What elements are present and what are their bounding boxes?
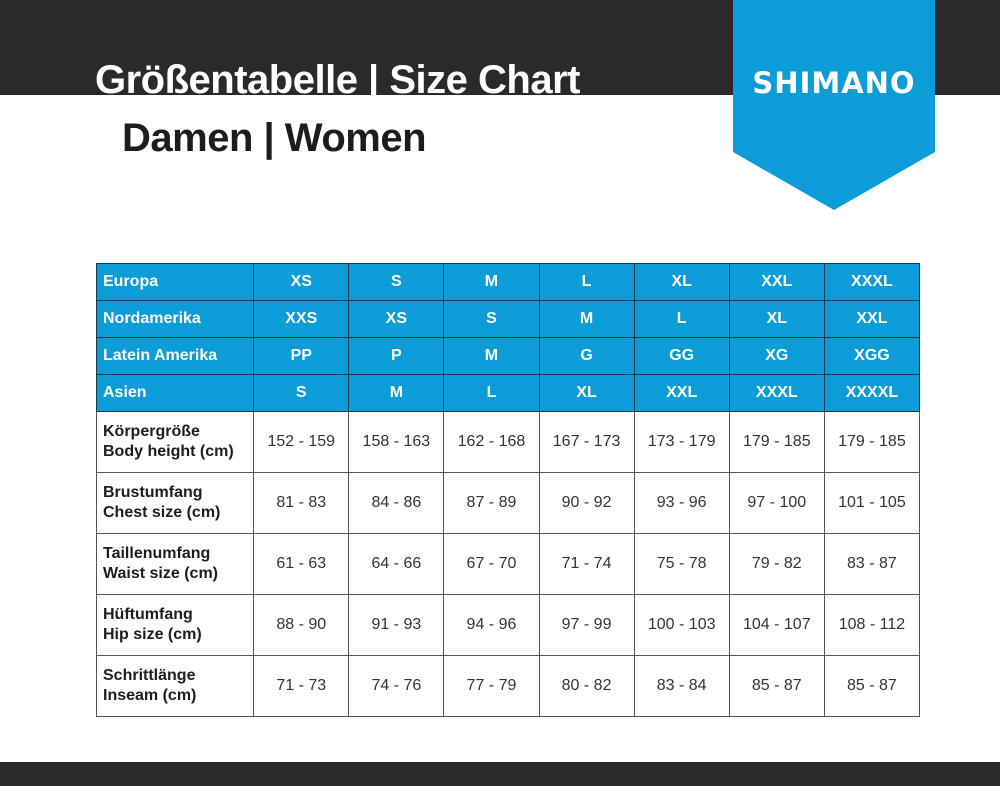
size-row: Asien S M L XL XXL XXXL XXXXL bbox=[95, 374, 921, 412]
measurement-label: Körpergröße Body height (cm) bbox=[95, 411, 255, 473]
measurement-row: Taillenumfang Waist size (cm) 61 - 63 64 - … bbox=[95, 533, 921, 595]
measurement-cell: 79 - 82 bbox=[728, 533, 825, 595]
measurement-label: Taillenumfang Waist size (cm) bbox=[95, 533, 255, 595]
label-en: Inseam (cm) bbox=[103, 687, 197, 704]
size-cell: GG bbox=[633, 337, 730, 375]
size-cell: S bbox=[443, 300, 540, 338]
size-cell: PP bbox=[253, 337, 350, 375]
measurement-cell: 84 - 86 bbox=[348, 472, 445, 534]
measurement-cell: 67 - 70 bbox=[443, 533, 540, 595]
measurement-cell: 71 - 73 bbox=[253, 655, 350, 717]
measurement-cell: 74 - 76 bbox=[348, 655, 445, 717]
measurement-cell: 104 - 107 bbox=[728, 594, 825, 656]
size-cell: XG bbox=[728, 337, 825, 375]
measurement-cell: 64 - 66 bbox=[348, 533, 445, 595]
label-en: Body height (cm) bbox=[103, 443, 234, 460]
label-en: Waist size (cm) bbox=[103, 565, 218, 582]
size-cell: M bbox=[348, 374, 445, 412]
size-row: Europa XS S M L XL XXL XXXL bbox=[95, 263, 921, 301]
size-cell: XXL bbox=[823, 300, 921, 338]
measurement-cell: 97 - 100 bbox=[728, 472, 825, 534]
region-label: Latein Amerika bbox=[95, 337, 255, 375]
measurement-cell: 173 - 179 bbox=[633, 411, 730, 473]
page-title: Größentabelle | Size Chart bbox=[95, 58, 580, 95]
measurement-cell: 88 - 90 bbox=[253, 594, 350, 656]
measurement-label: Brustumfang Chest size (cm) bbox=[95, 472, 255, 534]
measurement-cell: 179 - 185 bbox=[823, 411, 921, 473]
measurement-cell: 85 - 87 bbox=[823, 655, 921, 717]
size-cell: M bbox=[443, 263, 540, 301]
size-cell: XL bbox=[633, 263, 730, 301]
measurement-cell: 83 - 84 bbox=[633, 655, 730, 717]
region-label: Nordamerika bbox=[95, 300, 255, 338]
region-label: Asien bbox=[95, 374, 255, 412]
size-cell: XS bbox=[253, 263, 350, 301]
brand-ribbon: SHIMANO bbox=[733, 0, 935, 210]
size-cell: XXXL bbox=[728, 374, 825, 412]
shimano-logo: SHIMANO bbox=[752, 66, 916, 100]
measurement-cell: 93 - 96 bbox=[633, 472, 730, 534]
measurement-cell: 97 - 99 bbox=[538, 594, 635, 656]
size-cell: XGG bbox=[823, 337, 921, 375]
measurement-cell: 75 - 78 bbox=[633, 533, 730, 595]
measurement-cell: 83 - 87 bbox=[823, 533, 921, 595]
measurement-cell: 61 - 63 bbox=[253, 533, 350, 595]
measurement-cell: 167 - 173 bbox=[538, 411, 635, 473]
measurement-label: Hüftumfang Hip size (cm) bbox=[95, 594, 255, 656]
measurement-cell: 71 - 74 bbox=[538, 533, 635, 595]
size-cell: M bbox=[538, 300, 635, 338]
size-cell: XL bbox=[538, 374, 635, 412]
label-en: Chest size (cm) bbox=[103, 504, 221, 521]
page-subtitle: Damen | Women bbox=[122, 116, 427, 160]
size-row: Nordamerika XXS XS S M L XL XXL bbox=[95, 300, 921, 338]
size-cell: G bbox=[538, 337, 635, 375]
label-de: Körpergröße bbox=[103, 423, 200, 440]
measurement-row: Brustumfang Chest size (cm) 81 - 83 84 - 86… bbox=[95, 472, 921, 534]
measurement-cell: 152 - 159 bbox=[253, 411, 350, 473]
measurement-row: Schrittlänge Inseam (cm) 71 - 73 74 - 76 77 … bbox=[95, 655, 921, 717]
measurement-row: Hüftumfang Hip size (cm) 88 - 90 91 - 93 94 … bbox=[95, 594, 921, 656]
size-cell: XS bbox=[348, 300, 445, 338]
size-cell: S bbox=[253, 374, 350, 412]
size-cell: XXXXL bbox=[823, 374, 921, 412]
measurement-cell: 94 - 96 bbox=[443, 594, 540, 656]
measurement-cell: 162 - 168 bbox=[443, 411, 540, 473]
size-cell: XXXL bbox=[823, 263, 921, 301]
size-cell: P bbox=[348, 337, 445, 375]
measurement-cell: 85 - 87 bbox=[728, 655, 825, 717]
region-label: Europa bbox=[95, 263, 255, 301]
size-cell: L bbox=[633, 300, 730, 338]
label-en: Hip size (cm) bbox=[103, 626, 202, 643]
measurement-cell: 81 - 83 bbox=[253, 472, 350, 534]
label-de: Schrittlänge bbox=[103, 667, 196, 684]
label-de: Brustumfang bbox=[103, 484, 203, 501]
size-row: Latein Amerika PP P M G GG XG XGG bbox=[95, 337, 921, 375]
size-chart-table: Europa XS S M L XL XXL XXXL Nordamerika XXS XS S M L X… bbox=[95, 263, 921, 717]
size-cell: L bbox=[443, 374, 540, 412]
measurement-cell: 158 - 163 bbox=[348, 411, 445, 473]
label-de: Taillenumfang bbox=[103, 545, 211, 562]
measurement-cell: 179 - 185 bbox=[728, 411, 825, 473]
measurement-row: Körpergröße Body height (cm) 152 - 159 158 … bbox=[95, 411, 921, 473]
measurement-cell: 91 - 93 bbox=[348, 594, 445, 656]
bottom-band bbox=[0, 762, 1000, 786]
measurement-cell: 108 - 112 bbox=[823, 594, 921, 656]
measurement-cell: 77 - 79 bbox=[443, 655, 540, 717]
label-de: Hüftumfang bbox=[103, 606, 193, 623]
measurement-cell: 90 - 92 bbox=[538, 472, 635, 534]
size-cell: L bbox=[538, 263, 635, 301]
measurement-cell: 100 - 103 bbox=[633, 594, 730, 656]
size-cell: XXS bbox=[253, 300, 350, 338]
size-cell: M bbox=[443, 337, 540, 375]
size-cell: XXL bbox=[728, 263, 825, 301]
measurement-cell: 80 - 82 bbox=[538, 655, 635, 717]
measurement-cell: 87 - 89 bbox=[443, 472, 540, 534]
ribbon-shape bbox=[733, 0, 935, 210]
size-cell: S bbox=[348, 263, 445, 301]
measurement-label: Schrittlänge Inseam (cm) bbox=[95, 655, 255, 717]
size-cell: XXL bbox=[633, 374, 730, 412]
size-cell: XL bbox=[728, 300, 825, 338]
measurement-cell: 101 - 105 bbox=[823, 472, 921, 534]
